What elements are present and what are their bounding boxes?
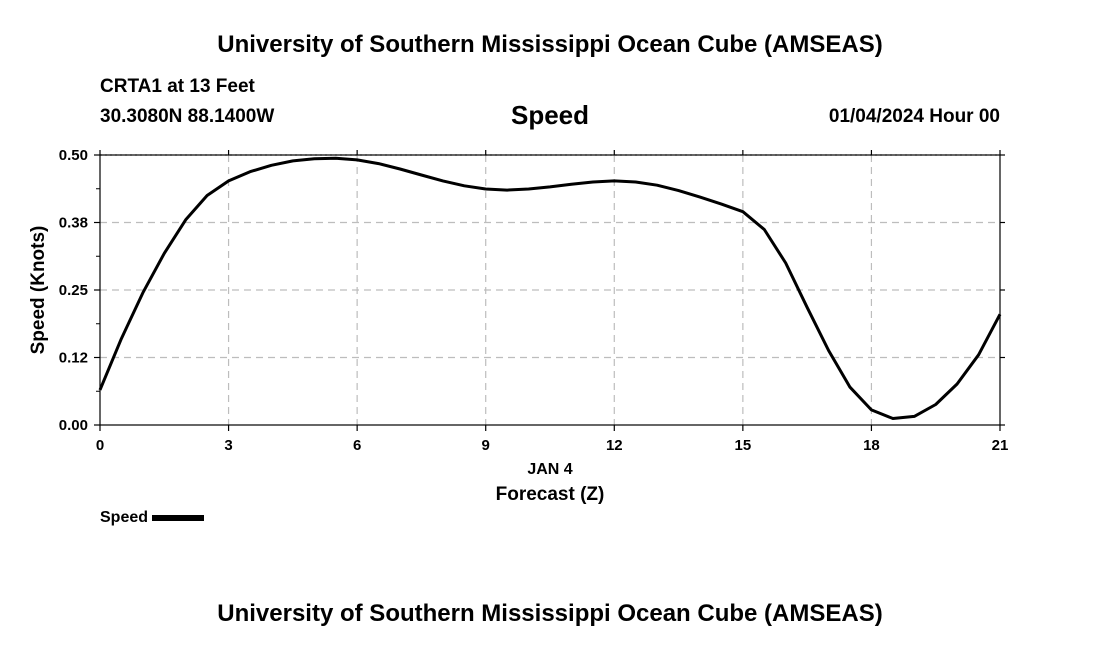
plot-frame xyxy=(99,154,1001,426)
y-tick-label: 0.25 xyxy=(59,282,88,299)
legend-label: Speed xyxy=(100,509,149,526)
top-title: University of Southern Mississippi Ocean… xyxy=(217,31,883,58)
x-tick-label: 12 xyxy=(606,437,623,454)
x-tick-label: 18 xyxy=(863,437,880,454)
datetime-label: 01/04/2024 Hour 00 xyxy=(828,106,1000,127)
x-axis-label: Forecast (Z) xyxy=(496,484,605,505)
location-label: 30.3080N 88.1400W xyxy=(100,106,275,127)
x-axis-sublabel: JAN 4 xyxy=(527,461,572,478)
x-tick-label: 0 xyxy=(96,437,104,454)
x-tick-label: 9 xyxy=(482,437,490,454)
x-tick-label: 6 xyxy=(353,437,361,454)
legend-line-swatch xyxy=(152,514,205,521)
y-tick-label: 0.00 xyxy=(59,417,88,434)
speed-series-line xyxy=(98,156,1002,420)
x-tick-label: 15 xyxy=(735,437,752,454)
x-tick-label: 21 xyxy=(992,437,1009,454)
x-tick-label: 3 xyxy=(224,437,232,454)
chart-ticks: 0 3 6 9 12 15 18 21 0.00 0.12 0.25 0.38 0.50 xyxy=(59,147,1009,454)
y-axis-label: Speed (Knots) xyxy=(28,226,49,355)
legend: Speed xyxy=(100,509,205,527)
chart-title: Speed xyxy=(510,100,590,130)
y-tick-label: 0.50 xyxy=(59,147,88,164)
y-tick-label: 0.12 xyxy=(59,350,88,367)
bottom-title: University of Southern Mississippi Ocean… xyxy=(217,600,883,627)
y-tick-label: 0.38 xyxy=(59,215,88,232)
chart-grid xyxy=(100,154,1000,425)
station-label: CRTA1 at 13 Feet xyxy=(100,76,255,97)
y-axis-label-group: Speed (Knots) xyxy=(28,226,49,355)
